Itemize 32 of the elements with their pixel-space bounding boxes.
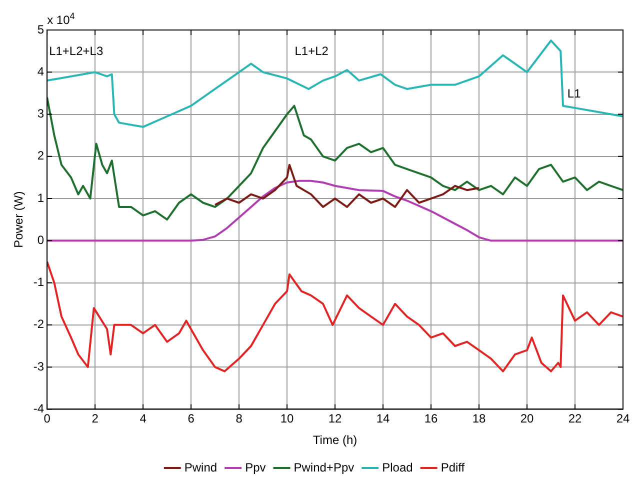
- annotation: L1+L2+L3: [49, 44, 104, 58]
- y-tick-label: -4: [33, 402, 44, 416]
- x-axis-title: Time (h): [312, 433, 358, 448]
- x-tick-label: 2: [92, 412, 99, 426]
- y-tick-label: 2: [37, 148, 44, 163]
- x-tick-label: 24: [616, 412, 630, 426]
- legend-label: Pdiff: [440, 460, 466, 474]
- legend-label: Pwind+Ppv: [294, 460, 354, 474]
- y-tick-label: 1: [37, 190, 44, 205]
- y-tick-label: -2: [33, 317, 44, 332]
- y-tick-label: 5: [37, 22, 44, 36]
- x-tick-label: 16: [424, 412, 438, 426]
- y-tick-label: 3: [37, 106, 44, 121]
- legend-label: Pload: [382, 460, 413, 474]
- x-tick-label: 6: [188, 412, 195, 426]
- x-tick-label: 20: [520, 412, 534, 426]
- x-tick-label: 14: [376, 412, 390, 426]
- legend-label: Pwind: [184, 460, 218, 474]
- y-tick-label: -3: [33, 359, 44, 374]
- x-tick-label: 8: [236, 412, 243, 426]
- x-tick-label: 10: [280, 412, 294, 426]
- y-tick-label: 0: [37, 232, 44, 247]
- x-tick-label: 18: [472, 412, 486, 426]
- y-axis-title: Power (W): [12, 191, 26, 248]
- x-tick-label: 12: [328, 412, 342, 426]
- y-tick-label: 4: [37, 64, 44, 78]
- x-tick-label: 22: [568, 412, 582, 426]
- legend-label: Ppv: [245, 460, 266, 474]
- annotation: L1+L2: [294, 44, 329, 58]
- x-tick-label: 4: [140, 412, 147, 426]
- annotation: L1: [567, 86, 582, 100]
- y-tick-label: -1: [33, 275, 44, 290]
